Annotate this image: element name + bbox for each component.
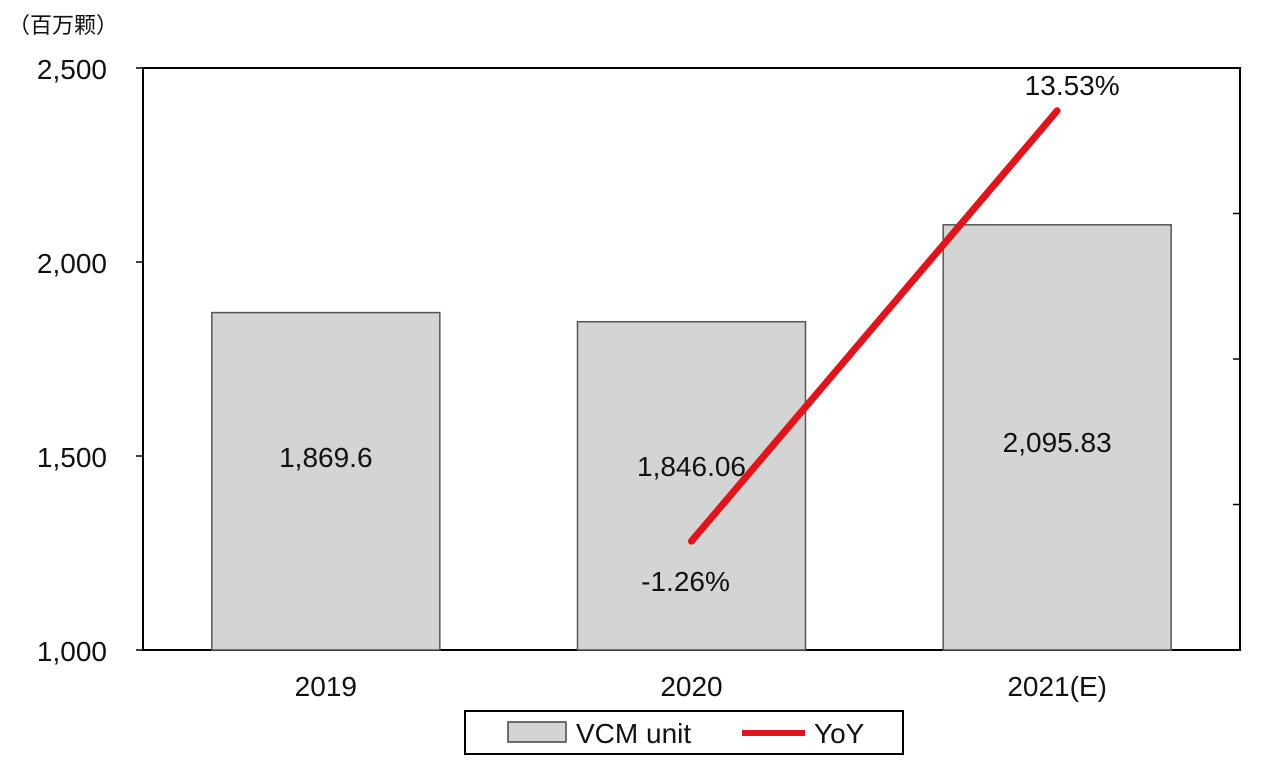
legend-swatch-vcm-unit — [507, 721, 567, 743]
x-tick-label: 2020 — [660, 671, 722, 702]
yoy-value-label: -1.26% — [641, 566, 730, 597]
bar — [211, 311, 441, 651]
y-axis: 1,000 1,500 2,000 2,500 — [37, 54, 143, 667]
y-tick-label: 1,000 — [37, 636, 107, 667]
yoy-line — [688, 107, 1061, 545]
line-series — [688, 107, 1061, 545]
y-tick-label: 1,500 — [37, 442, 107, 473]
bar — [942, 224, 1172, 651]
secondary-y-axis — [1233, 67, 1240, 651]
yoy-value-label: 13.53% — [1025, 70, 1120, 101]
x-axis: 2019 2020 2021(E) — [295, 671, 1107, 702]
x-tick-label: 2021(E) — [1007, 671, 1107, 702]
bar-series — [211, 224, 1172, 651]
line-value-labels: -1.26% 13.53% — [641, 70, 1120, 597]
legend: VCM unit YoY — [464, 710, 904, 755]
legend-label-yoy: YoY — [814, 718, 865, 749]
bar-value-label: 2,095.83 — [1003, 427, 1112, 458]
bar-value-labels: 1,869.6 1,846.06 2,095.83 — [279, 427, 1112, 482]
y-tick-label: 2,000 — [37, 248, 107, 279]
x-tick-label: 2019 — [295, 671, 357, 702]
y-axis-unit-label: （百万颗） — [8, 13, 118, 38]
legend-label-vcm-unit: VCM unit — [576, 718, 691, 749]
bar-value-label: 1,846.06 — [637, 451, 746, 482]
bar-value-label: 1,869.6 — [279, 442, 372, 473]
bar — [576, 320, 807, 651]
y-tick-label: 2,500 — [37, 54, 107, 85]
